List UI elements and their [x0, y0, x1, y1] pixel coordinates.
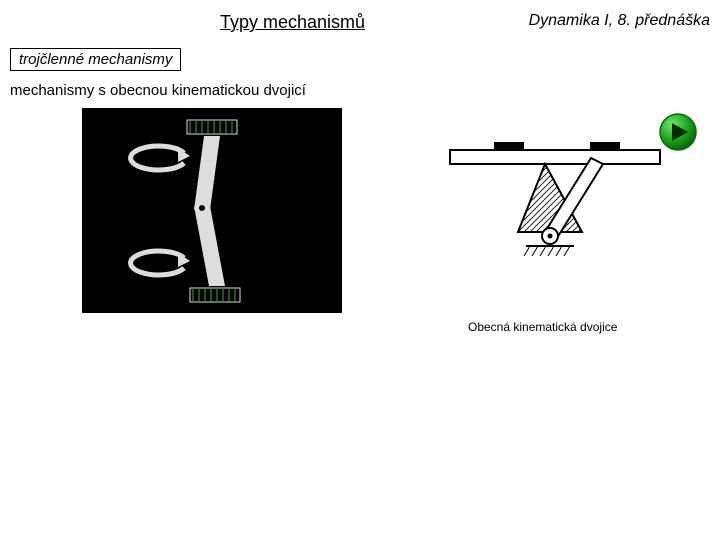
left-mechanism-svg [82, 108, 342, 313]
subheading: mechanismy s obecnou kinematickou dvojic… [10, 82, 306, 99]
play-icon [658, 112, 698, 152]
right-mechanism-svg [440, 130, 670, 290]
left-mechanism-diagram [82, 108, 342, 313]
right-mechanism-diagram [440, 130, 670, 290]
right-diagram-caption: Obecná kinematická dvojice [468, 320, 617, 334]
subtitle-box: trojčlenné mechanismy [10, 48, 181, 71]
page-title: Typy mechanismů [220, 12, 365, 33]
header-right: Dynamika I, 8. přednáška [529, 12, 710, 30]
play-button[interactable] [658, 112, 698, 152]
